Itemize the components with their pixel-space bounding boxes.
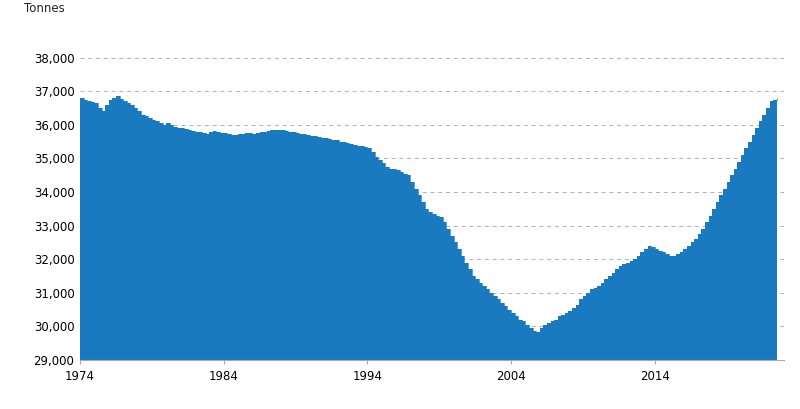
Text: Tonnes: Tonnes <box>24 2 65 16</box>
